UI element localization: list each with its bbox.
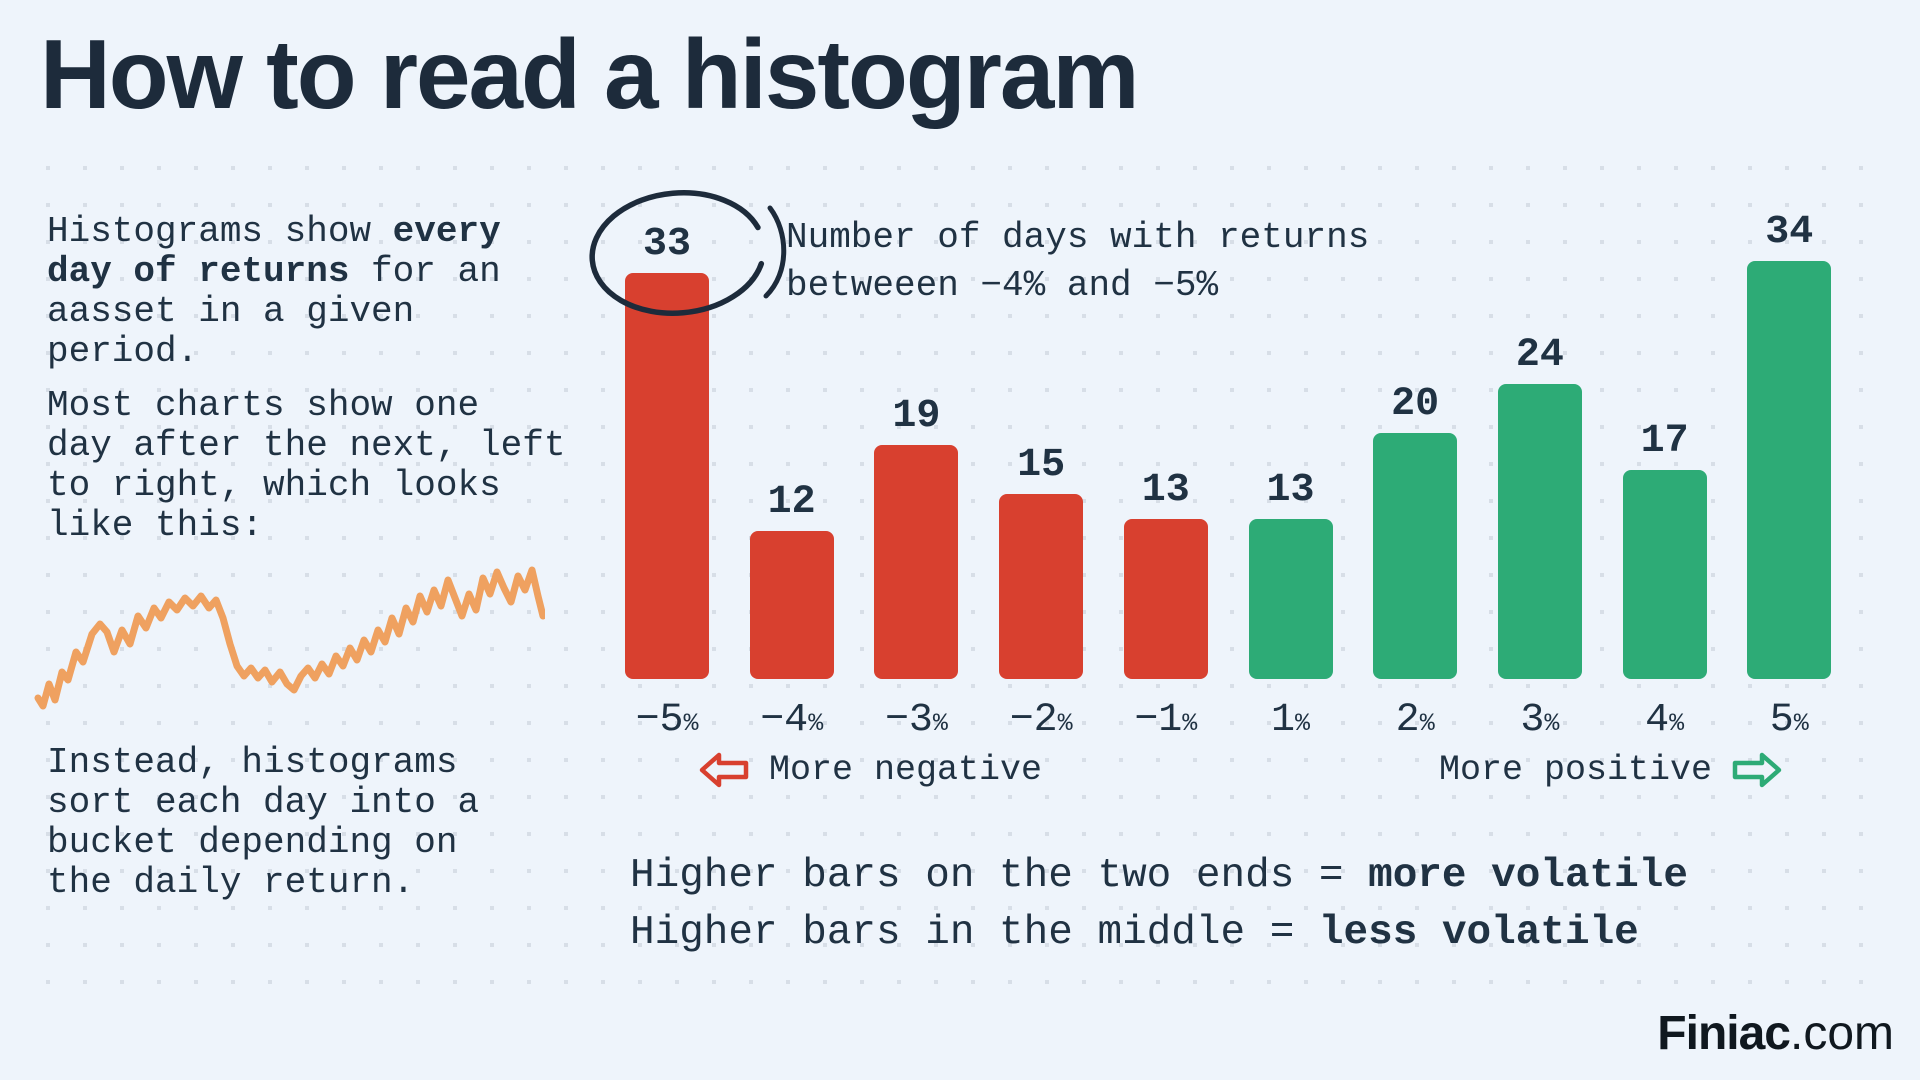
x-axis-tick-percent: % [683, 709, 699, 738]
x-axis-tick: 5% [1709, 701, 1869, 746]
circle-annotation-swash [763, 205, 787, 299]
x-axis-tick: 2% [1335, 701, 1495, 746]
intro-paragraph-1: Histograms show every day of returns for … [47, 212, 577, 372]
x-axis-tick-percent: % [1182, 709, 1198, 738]
text-line: like this: [47, 505, 264, 546]
more-negative-label: More negative [769, 750, 1043, 790]
histogram-bar [749, 531, 834, 679]
left-arrow-icon [699, 752, 749, 788]
price-line-path [34, 566, 545, 710]
circle-annotation [589, 190, 787, 316]
bar-value-label: 17 [1640, 419, 1689, 464]
x-axis-tick-number: 3 [1520, 698, 1545, 743]
bar-value-label: 12 [767, 480, 816, 525]
bar-value-label: 15 [1017, 443, 1066, 488]
x-axis-tick: −5% [587, 701, 747, 746]
x-axis-tick-percent: % [1793, 709, 1809, 738]
histogram-bar [1622, 470, 1707, 679]
brand-logo: Finiac.com [1657, 1006, 1894, 1062]
x-axis-tick-percent: % [1544, 709, 1560, 738]
volatility-legend: Higher bars on the two ends = more volat… [630, 848, 1688, 962]
x-axis-tick-number: −1 [1134, 698, 1183, 743]
x-axis-tick-number: −5 [635, 698, 684, 743]
x-axis-tick: −1% [1086, 701, 1246, 746]
brand-domain-suffix: .com [1789, 1007, 1894, 1060]
right-arrow-icon [1732, 752, 1782, 788]
text-line: to right, which looks [47, 465, 501, 506]
intro-paragraph-2: Most charts show one day after the next, … [47, 386, 577, 546]
x-axis-tick: 1% [1211, 701, 1371, 746]
circle-annotation-ellipse [589, 190, 767, 316]
x-axis-tick-number: 2 [1395, 698, 1420, 743]
brand-name: Finiac [1657, 1007, 1791, 1060]
histogram-bar [1248, 519, 1333, 679]
bar-value-label: 20 [1391, 382, 1440, 427]
x-axis-tick-percent: % [1295, 709, 1311, 738]
histogram-bar [999, 494, 1084, 679]
text-line: the daily return. [47, 862, 415, 903]
x-axis-tick: −4% [712, 701, 872, 746]
more-positive-note: More positive [1439, 748, 1786, 792]
x-axis-tick-number: 1 [1270, 698, 1295, 743]
histogram-bar [625, 273, 709, 679]
bar-value-label: 34 [1765, 210, 1814, 255]
text-line: betweeen −4% and −5% [786, 265, 1219, 306]
x-axis-tick: 4% [1585, 701, 1745, 746]
histogram-bar [1373, 433, 1458, 679]
x-axis-tick: −2% [961, 701, 1121, 746]
text-line: bucket depending on [47, 822, 458, 863]
bar-value-label: 24 [1515, 333, 1564, 378]
x-axis-tick-number: 5 [1769, 698, 1794, 743]
text-line: Instead, histograms [47, 742, 458, 783]
text-line: aasset in a given [47, 291, 415, 332]
text-line: sort each day into a [47, 782, 480, 823]
x-axis-tick-number: −4 [760, 698, 809, 743]
price-line-sketch [34, 566, 545, 710]
more-positive-label: More positive [1438, 750, 1712, 790]
bar-value-label: 13 [1141, 468, 1190, 513]
bar-value-label: 13 [1266, 468, 1315, 513]
x-axis-tick-number: 4 [1645, 698, 1670, 743]
text-line: Higher bars in the middle = less volatil… [630, 910, 1639, 956]
text-line: day after the next, left [47, 425, 566, 466]
histogram-bar [1747, 261, 1832, 679]
page-title: How to read a histogram [40, 19, 1140, 129]
callout-text: Number of days with returns betweeen −4% … [786, 214, 1369, 310]
text-line: Number of days with returns [786, 217, 1370, 258]
x-axis-tick-percent: % [808, 709, 824, 738]
text-line: Higher bars on the two ends = more volat… [630, 853, 1688, 899]
bar-value-label: 33 [642, 222, 691, 267]
bar-value-label: 19 [892, 394, 941, 439]
x-axis-tick: −3% [836, 701, 996, 746]
text-line: Most charts show one [47, 385, 480, 426]
text-line: period. [47, 331, 199, 372]
histogram-bar [1123, 519, 1208, 679]
x-axis-tick-percent: % [1419, 709, 1435, 738]
text-line: day of returns for an [47, 251, 501, 292]
x-axis-tick-percent: % [932, 709, 948, 738]
histogram-bar [874, 445, 959, 679]
x-axis-tick-number: −3 [884, 698, 933, 743]
x-axis-tick-percent: % [1669, 709, 1685, 738]
histogram-bar [1497, 384, 1582, 679]
more-negative-note: More negative [695, 748, 1042, 792]
x-axis-tick: 3% [1460, 701, 1620, 746]
x-axis-tick-number: −2 [1009, 698, 1058, 743]
x-axis-tick-percent: % [1057, 709, 1073, 738]
text-line: Histograms show every [47, 211, 501, 252]
intro-panel: Histograms show every day of returns for … [47, 212, 577, 560]
